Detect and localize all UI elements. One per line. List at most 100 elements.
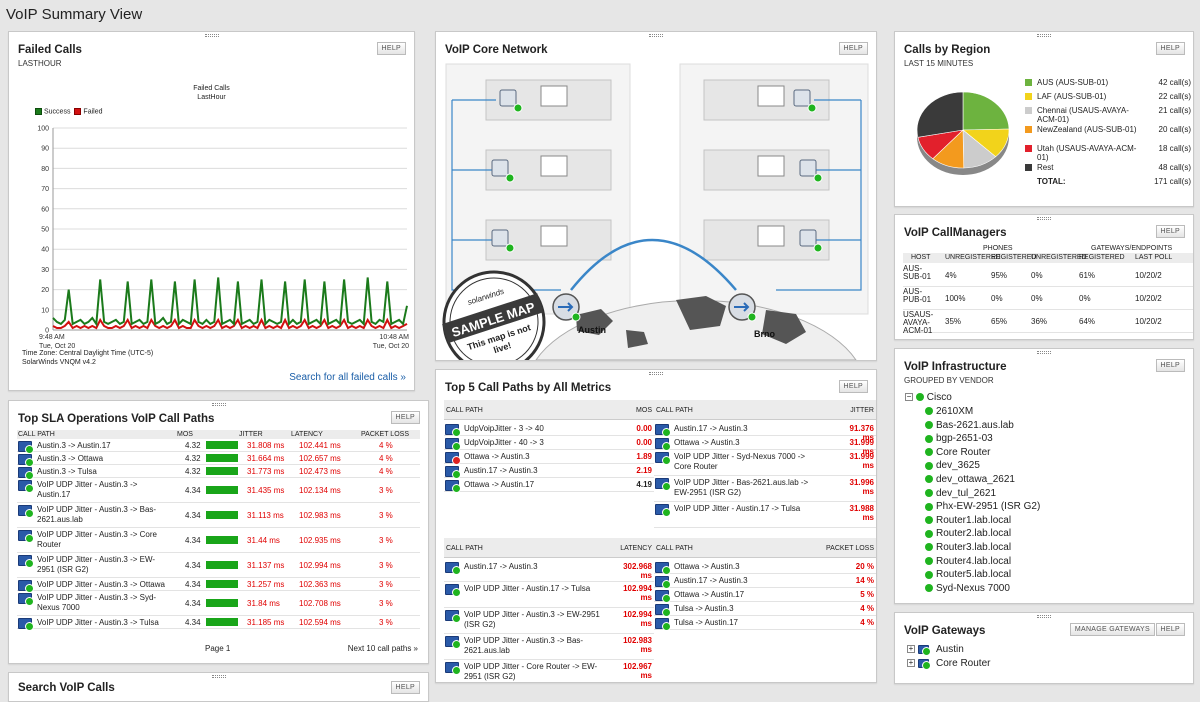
sla-row[interactable]: Austin.3 -> Austin.17 4.32 31.808 ms 102.44… [17, 439, 420, 454]
call-path-label[interactable]: VoIP UDP Jitter - Syd-Nexus 7000 -> Core… [674, 452, 806, 471]
drag-handle[interactable] [1037, 217, 1051, 222]
call-path-label[interactable]: VoIP UDP Jitter - Austin.3 -> Syd-Nexus … [37, 593, 157, 612]
call-path-label[interactable]: VoIP UDP Jitter - Core Router -> EW-2951… [464, 662, 598, 681]
node-label-brno[interactable]: Brno [754, 329, 775, 339]
call-path-row[interactable]: Tulsa -> Austin.3 4 % [654, 602, 876, 617]
call-path-label[interactable]: VoIP UDP Jitter - Austin.17 -> Tulsa [464, 584, 591, 593]
call-path-row[interactable]: Ottawa -> Austin.17 5 % [654, 588, 876, 603]
drag-handle[interactable] [649, 372, 663, 377]
call-path-label[interactable]: VoIP UDP Jitter - Austin.3 -> Ottawa [37, 580, 165, 589]
pie-slice[interactable] [962, 91, 1010, 131]
call-path-row[interactable]: Ottawa -> Austin.17 4.19 [444, 478, 654, 493]
callmanager-row[interactable]: AUS-SUB-01 4% 95% 0% 61% 10/20/2 [903, 264, 1193, 287]
call-path-label[interactable]: UdpVoipJitter - 40 -> 3 [464, 438, 544, 447]
call-path-row[interactable]: Austin.17 -> Austin.3 91.376 ms [654, 422, 876, 442]
call-path-label[interactable]: Austin.3 -> Austin.17 [37, 441, 111, 450]
expand-icon[interactable]: + [907, 658, 915, 668]
help-button[interactable]: HELP [390, 411, 420, 424]
call-path-label[interactable]: Austin.17 -> Austin.3 [674, 576, 748, 585]
callmanager-row[interactable]: AUS-PUB-01 100% 0% 0% 0% 10/20/2 [903, 287, 1193, 310]
infrastructure-node[interactable]: Router1.lab.local [925, 515, 1011, 526]
help-button[interactable]: HELP [838, 42, 868, 55]
call-path-row[interactable]: Ottawa -> Austin.3 1.89 [444, 450, 654, 465]
call-path-row[interactable]: UdpVoipJitter - 3 -> 40 0.00 [444, 422, 654, 437]
collapse-icon[interactable]: − [905, 392, 913, 402]
call-path-label[interactable]: VoIP UDP Jitter - Austin.17 -> Tulsa [674, 504, 801, 513]
call-path-label[interactable]: VoIP UDP Jitter - Austin.3 -> Austin.17 [37, 480, 138, 499]
sla-row[interactable]: Austin.3 -> Tulsa 4.32 31.773 ms 102.473 ms… [17, 465, 420, 480]
call-path-label[interactable]: VoIP UDP Jitter - Austin.3 -> Tulsa [37, 618, 159, 627]
drag-handle[interactable] [1037, 615, 1051, 620]
sla-row[interactable]: VoIP UDP Jitter - Austin.3 -> Syd-Nexus … [17, 591, 420, 616]
expand-icon[interactable]: + [907, 644, 915, 654]
call-path-label[interactable]: Ottawa -> Austin.3 [674, 438, 740, 447]
infrastructure-node[interactable]: Router2.lab.local [925, 528, 1011, 539]
infrastructure-node[interactable]: 2610XM [925, 406, 973, 417]
drag-handle[interactable] [1037, 34, 1051, 39]
sla-row[interactable]: VoIP UDP Jitter - Austin.3 -> Ottawa 4.34… [17, 578, 420, 593]
call-path-row[interactable]: VoIP UDP Jitter - Syd-Nexus 7000 -> Core… [654, 450, 876, 476]
infrastructure-node[interactable]: Phx-EW-2951 (ISR G2) [925, 501, 1040, 512]
call-path-row[interactable]: Ottawa -> Austin.3 31.999 ms [654, 436, 876, 456]
host-name[interactable]: AUS-PUB-01 [903, 287, 932, 304]
infrastructure-node[interactable]: Router3.lab.local [925, 542, 1011, 553]
infrastructure-node[interactable]: Router4.lab.local [925, 556, 1011, 567]
host-name[interactable]: AUS-SUB-01 [903, 264, 932, 281]
call-path-label[interactable]: Austin.17 -> Austin.3 [464, 562, 538, 571]
infrastructure-node[interactable]: dev_3625 [925, 460, 980, 471]
gateway-node[interactable]: + Austin [907, 644, 964, 656]
sla-row[interactable]: VoIP UDP Jitter - Austin.3 -> Tulsa 4.34 3… [17, 616, 420, 631]
call-path-label[interactable]: Ottawa -> Austin.17 [464, 480, 535, 489]
pie-slice[interactable] [916, 91, 964, 138]
call-path-row[interactable]: Austin.17 -> Austin.3 302.968 ms [444, 560, 654, 582]
call-path-label[interactable]: Tulsa -> Austin.17 [674, 618, 738, 627]
host-name[interactable]: USAUS-AVAYA-ACM-01 [903, 310, 934, 335]
vendor-node-cisco[interactable]: − Cisco [905, 392, 952, 403]
next-page-link[interactable]: Next 10 call paths » [347, 644, 418, 653]
call-path-label[interactable]: Austin.3 -> Tulsa [37, 467, 97, 476]
drag-handle[interactable] [1037, 351, 1051, 356]
infrastructure-node[interactable]: Syd-Nexus 7000 [925, 583, 1010, 594]
help-button[interactable]: HELP [376, 42, 406, 55]
call-path-label[interactable]: Austin.17 -> Austin.3 [464, 466, 538, 475]
call-path-label[interactable]: VoIP UDP Jitter - Austin.3 -> Bas-2621.a… [37, 505, 157, 524]
call-path-label[interactable]: VoIP UDP Jitter - Austin.3 -> EW-2951 (I… [464, 610, 600, 629]
infrastructure-node[interactable]: Router5.lab.local [925, 569, 1011, 580]
call-path-label[interactable]: UdpVoipJitter - 3 -> 40 [464, 424, 544, 433]
help-button[interactable]: HELP [1155, 359, 1185, 372]
drag-handle[interactable] [211, 403, 226, 408]
help-button[interactable]: HELP [838, 380, 868, 393]
call-path-row[interactable]: VoIP UDP Jitter - Austin.17 -> Tulsa 102.… [444, 582, 654, 608]
manage-gateways-button[interactable]: MANAGE GATEWAYS [1069, 623, 1155, 636]
help-button[interactable]: HELP [390, 681, 420, 694]
call-path-label[interactable]: VoIP UDP Jitter - Bas-2621.aus.lab -> EW… [674, 478, 809, 497]
infrastructure-node[interactable]: Bas-2621.aus.lab [925, 420, 1014, 431]
sla-row[interactable]: Austin.3 -> Ottawa 4.32 31.664 ms 102.657 m… [17, 452, 420, 467]
sla-row[interactable]: VoIP UDP Jitter - Austin.3 -> Core Route… [17, 528, 420, 553]
sla-row[interactable]: VoIP UDP Jitter - Austin.3 -> Austin.17 4… [17, 478, 420, 503]
drag-handle[interactable] [211, 675, 226, 680]
infrastructure-node[interactable]: bgp-2651-03 [925, 433, 993, 444]
call-path-row[interactable]: VoIP UDP Jitter - Austin.3 -> Bas-2621.a… [444, 634, 654, 660]
call-path-label[interactable]: Austin.17 -> Austin.3 [674, 424, 748, 433]
call-path-row[interactable]: VoIP UDP Jitter - Bas-2621.aus.lab -> EW… [654, 476, 876, 502]
search-failed-calls-link[interactable]: Search for all failed calls » [289, 372, 406, 383]
call-path-label[interactable]: Ottawa -> Austin.3 [464, 452, 530, 461]
call-path-label[interactable]: VoIP UDP Jitter - Austin.3 -> Core Route… [37, 530, 157, 549]
call-path-row[interactable]: VoIP UDP Jitter - Austin.17 -> Tulsa 31.9… [654, 502, 876, 528]
gateway-node[interactable]: + Core Router [907, 658, 990, 670]
call-path-label[interactable]: Austin.3 -> Ottawa [37, 454, 104, 463]
help-button[interactable]: HELP [1155, 623, 1185, 636]
call-path-label[interactable]: Tulsa -> Austin.3 [674, 604, 734, 613]
call-path-row[interactable]: Austin.17 -> Austin.3 2.19 [444, 464, 654, 479]
help-button[interactable]: HELP [1155, 42, 1185, 55]
drag-handle[interactable] [649, 34, 663, 39]
help-button[interactable]: HELP [1155, 225, 1185, 238]
call-path-label[interactable]: Ottawa -> Austin.17 [674, 590, 745, 599]
call-path-row[interactable]: Austin.17 -> Austin.3 14 % [654, 574, 876, 589]
call-path-row[interactable]: VoIP UDP Jitter - Austin.3 -> EW-2951 (I… [444, 608, 654, 634]
call-path-label[interactable]: VoIP UDP Jitter - Austin.3 -> Bas-2621.a… [464, 636, 584, 655]
call-path-label[interactable]: Ottawa -> Austin.3 [674, 562, 740, 571]
call-path-row[interactable]: UdpVoipJitter - 40 -> 3 0.00 [444, 436, 654, 451]
node-label-austin[interactable]: Austin [578, 325, 606, 335]
